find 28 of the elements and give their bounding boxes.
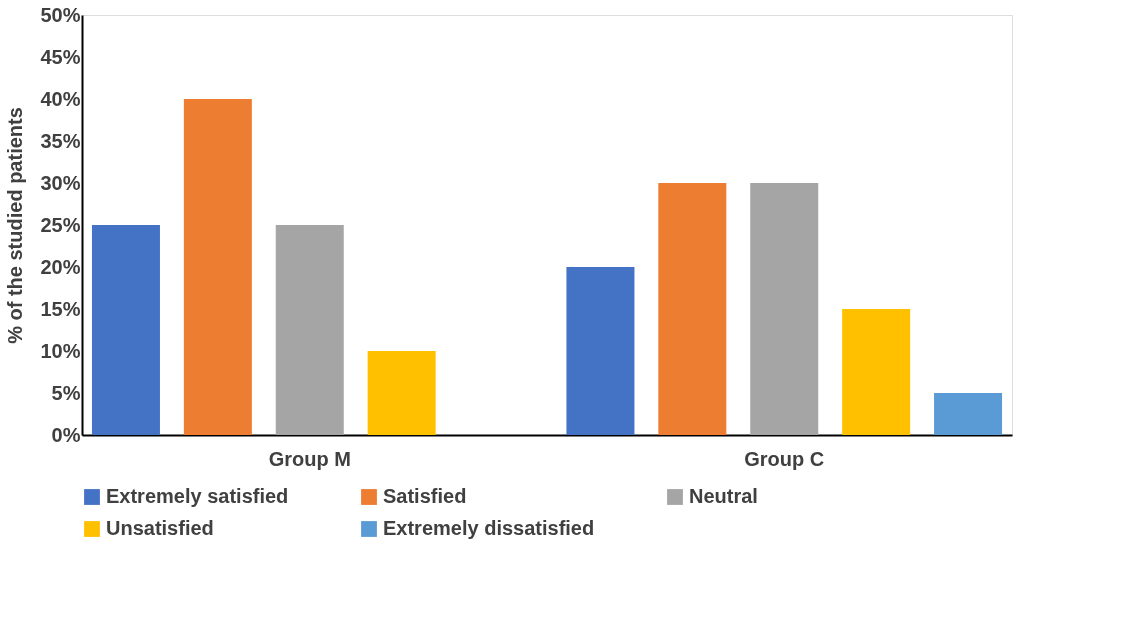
bar (658, 183, 727, 435)
bar (566, 267, 635, 435)
legend-label: Extremely dissatisfied (383, 517, 595, 539)
y-tick-label: 20% (40, 255, 81, 278)
bar (183, 99, 252, 435)
x-tick-label: Group M (268, 447, 351, 470)
x-tick-label: Group C (744, 447, 825, 470)
y-tick-label: 15% (40, 297, 81, 320)
y-tick-label: 0% (51, 423, 81, 446)
y-axis-title: % of the studied patients (4, 107, 27, 344)
bar (842, 309, 911, 435)
legend-label: Neutral (689, 485, 758, 507)
legend-label: Extremely satisfied (106, 485, 289, 507)
bar (750, 183, 819, 435)
legend-label: Unsatisfied (106, 517, 214, 539)
y-tick-label: 40% (40, 87, 81, 110)
bar (91, 225, 160, 435)
bar (367, 351, 436, 435)
y-tick-label: 10% (40, 339, 81, 362)
y-tick-label: 25% (40, 213, 81, 236)
legend-label: Satisfied (383, 485, 467, 507)
y-tick-label: 35% (40, 129, 81, 152)
y-tick-label: 50% (40, 3, 81, 26)
y-tick-label: 5% (51, 381, 81, 404)
y-tick-label: 45% (40, 45, 81, 68)
bar (275, 225, 344, 435)
bar (934, 393, 1003, 435)
y-tick-label: 30% (40, 171, 81, 194)
